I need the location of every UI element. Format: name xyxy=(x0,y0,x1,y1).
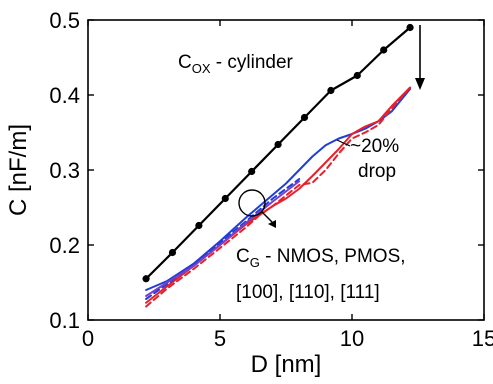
drop-annotation-line1: ~20% xyxy=(350,136,399,157)
y-tick-label: 0.2 xyxy=(49,233,80,258)
y-tick-label: 0.4 xyxy=(49,83,80,108)
series-point xyxy=(274,140,282,149)
cg-pointer-head xyxy=(268,220,276,228)
x-tick-label: 10 xyxy=(340,326,364,351)
y-tick-label: 0.1 xyxy=(49,308,80,333)
cg-symbol: C xyxy=(236,246,250,267)
cox-symbol: C xyxy=(178,52,192,73)
cox-subscript: OX xyxy=(192,61,211,76)
series-point xyxy=(300,113,309,122)
cox-cylinder-annotation: COX - cylinder xyxy=(178,52,294,76)
tick-marks xyxy=(87,19,485,321)
y-axis-label: C [nF/m] xyxy=(5,124,32,216)
x-axis-label: D [nm] xyxy=(251,351,322,378)
series-line-3 xyxy=(145,86,412,308)
y-tick-label: 0.5 xyxy=(49,8,80,33)
series-point xyxy=(406,23,414,32)
cg-subscript: G xyxy=(250,255,260,270)
y-tick-label: 0.3 xyxy=(49,158,80,183)
series-line-5 xyxy=(145,180,301,297)
series-point xyxy=(248,167,256,176)
series-point xyxy=(221,194,229,203)
cg-highlight-circle xyxy=(238,189,266,217)
series-point xyxy=(353,71,361,80)
x-tick-label: 5 xyxy=(214,326,226,351)
cg-pointer-line xyxy=(261,211,273,223)
drop-arrow-head xyxy=(415,78,425,90)
drop-pointer-line xyxy=(336,139,351,147)
x-tick-label: 0 xyxy=(82,326,94,351)
cg-annotation-line1: CG - NMOS, PMOS, xyxy=(236,246,406,270)
drop-annotation-line2: drop xyxy=(358,161,396,182)
series-point xyxy=(168,248,177,257)
cg-annotation-line2: [100], [110], [111] xyxy=(236,282,380,303)
series-point xyxy=(380,46,388,54)
cg-text: - NMOS, PMOS, xyxy=(260,246,406,267)
series-line-4 xyxy=(145,178,301,300)
x-tick-label: 15 xyxy=(472,326,493,351)
series-point xyxy=(142,275,150,283)
cox-text: - cylinder xyxy=(211,52,294,73)
tick-labels: 0 5 10 15 0.1 0.2 0.3 0.4 0.5 xyxy=(49,8,493,351)
series-point xyxy=(195,221,203,230)
series-point xyxy=(327,86,335,95)
series-layer xyxy=(142,23,414,308)
